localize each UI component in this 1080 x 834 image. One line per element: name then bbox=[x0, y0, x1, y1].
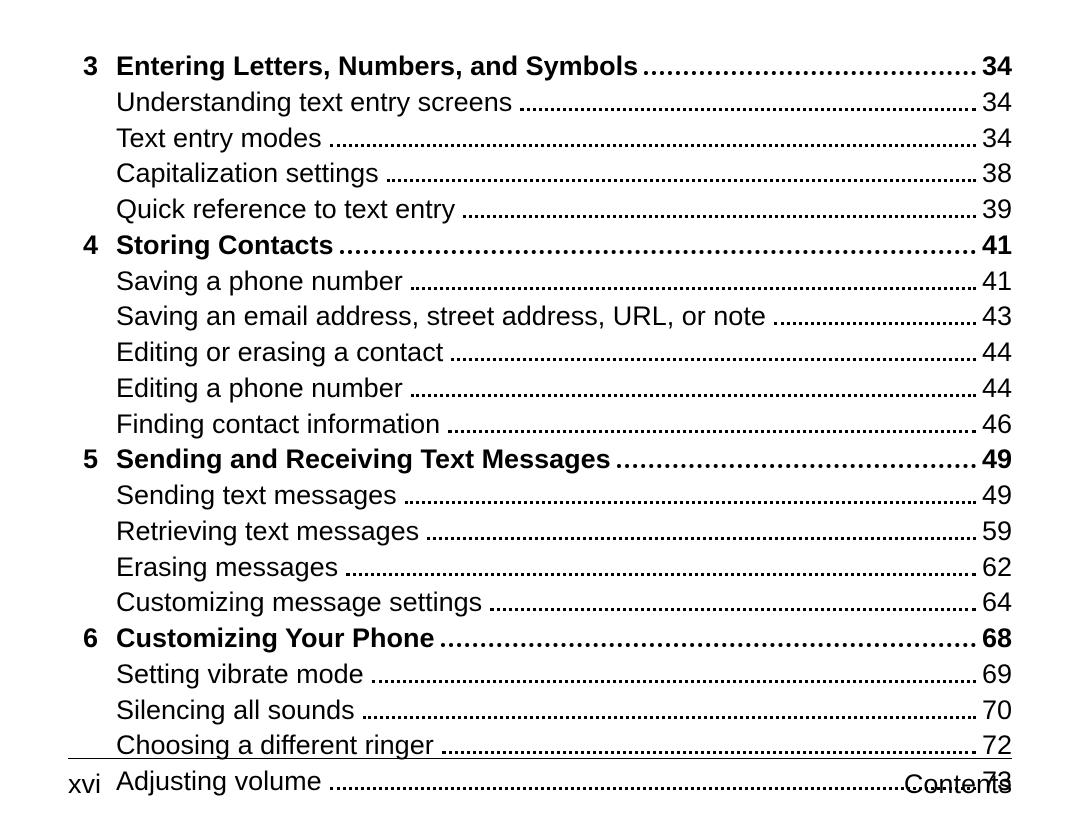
table-of-contents: 3Entering Letters, Numbers, and Symbols 3… bbox=[68, 50, 1012, 799]
page: 3Entering Letters, Numbers, and Symbols 3… bbox=[0, 0, 1080, 834]
sub-page: 44 bbox=[982, 372, 1012, 406]
chapter-page: 41 bbox=[982, 229, 1012, 263]
toc-subsection: Saving a phone number 41 bbox=[116, 265, 1012, 299]
dot-leader bbox=[340, 235, 976, 254]
sub-title: Silencing all sounds bbox=[116, 694, 355, 728]
sub-page: 38 bbox=[982, 157, 1012, 191]
sub-title: Text entry modes bbox=[116, 122, 322, 156]
dot-leader bbox=[411, 271, 976, 290]
sub-title: Editing or erasing a contact bbox=[116, 336, 443, 370]
sub-page: 46 bbox=[982, 408, 1012, 442]
chapter-number: 3 bbox=[68, 50, 116, 84]
toc-subsection: Erasing messages 62 bbox=[116, 551, 1012, 585]
chapter-title: Entering Letters, Numbers, and Symbols bbox=[116, 50, 638, 84]
sub-title: Setting vibrate mode bbox=[116, 658, 364, 692]
toc-subsection: Customizing message settings 64 bbox=[116, 586, 1012, 620]
sub-title: Sending text messages bbox=[116, 479, 397, 513]
sub-title: Saving an email address, street address,… bbox=[116, 300, 766, 334]
sub-title: Quick reference to text entry bbox=[116, 193, 455, 227]
toc-subsection: Text entry modes 34 bbox=[116, 122, 1012, 156]
toc-chapter: 4Storing Contacts 41 bbox=[68, 229, 1012, 263]
toc-subsection: Understanding text entry screens 34 bbox=[116, 86, 1012, 120]
toc-subsection: Finding contact information 46 bbox=[116, 408, 1012, 442]
page-footer: xvi Contents bbox=[68, 758, 1012, 800]
dot-leader bbox=[451, 342, 976, 361]
sub-title: Retrieving text messages bbox=[116, 515, 419, 549]
toc-subsection: Capitalization settings 38 bbox=[116, 157, 1012, 191]
sub-page: 39 bbox=[982, 193, 1012, 227]
sub-page: 34 bbox=[982, 86, 1012, 120]
toc-subsection: Editing or erasing a contact 44 bbox=[116, 336, 1012, 370]
dot-leader bbox=[330, 128, 976, 147]
sub-title: Erasing messages bbox=[116, 551, 338, 585]
chapter-number: 6 bbox=[68, 622, 116, 656]
toc-chapter: 6Customizing Your Phone 68 bbox=[68, 622, 1012, 656]
dot-leader bbox=[463, 199, 976, 218]
toc-subsection: Saving an email address, street address,… bbox=[116, 300, 1012, 334]
chapter-line: Sending and Receiving Text Messages 49 bbox=[116, 443, 1012, 477]
sub-title: Saving a phone number bbox=[116, 265, 403, 299]
chapter-page: 68 bbox=[982, 622, 1012, 656]
dot-leader bbox=[490, 592, 976, 611]
dot-leader bbox=[427, 521, 976, 540]
chapter-line: Entering Letters, Numbers, and Symbols 34 bbox=[116, 50, 1012, 84]
chapter-page: 49 bbox=[982, 443, 1012, 477]
sub-page: 44 bbox=[982, 336, 1012, 370]
sub-page: 64 bbox=[982, 586, 1012, 620]
sub-title: Finding contact information bbox=[116, 408, 440, 442]
sub-page: 43 bbox=[982, 300, 1012, 334]
sub-page: 34 bbox=[982, 122, 1012, 156]
toc-subsection: Retrieving text messages 59 bbox=[116, 515, 1012, 549]
chapter-line: Customizing Your Phone 68 bbox=[116, 622, 1012, 656]
dot-leader bbox=[442, 735, 976, 754]
chapter-page: 34 bbox=[982, 50, 1012, 84]
sub-page: 62 bbox=[982, 551, 1012, 585]
sub-page: 70 bbox=[982, 694, 1012, 728]
footer-section-label: Contents bbox=[904, 769, 1012, 800]
sub-page: 69 bbox=[982, 658, 1012, 692]
page-number-roman: xvi bbox=[68, 769, 101, 800]
dot-leader bbox=[520, 92, 976, 111]
sub-title: Customizing message settings bbox=[116, 586, 482, 620]
toc-subsection: Setting vibrate mode 69 bbox=[116, 658, 1012, 692]
dot-leader bbox=[372, 664, 976, 683]
dot-leader bbox=[387, 163, 976, 182]
dot-leader bbox=[363, 700, 976, 719]
sub-title: Capitalization settings bbox=[116, 157, 379, 191]
toc-subsection: Quick reference to text entry 39 bbox=[116, 193, 1012, 227]
chapter-title: Storing Contacts bbox=[116, 229, 334, 263]
dot-leader bbox=[774, 306, 976, 325]
dot-leader bbox=[617, 449, 976, 468]
sub-page: 41 bbox=[982, 265, 1012, 299]
sub-title: Editing a phone number bbox=[116, 372, 403, 406]
toc-chapter: 3Entering Letters, Numbers, and Symbols 3… bbox=[68, 50, 1012, 84]
chapter-title: Customizing Your Phone bbox=[116, 622, 435, 656]
dot-leader bbox=[441, 628, 976, 647]
chapter-number: 4 bbox=[68, 229, 116, 263]
chapter-title: Sending and Receiving Text Messages bbox=[116, 443, 611, 477]
dot-leader bbox=[644, 56, 976, 75]
dot-leader bbox=[346, 557, 976, 576]
sub-page: 59 bbox=[982, 515, 1012, 549]
toc-subsection: Sending text messages 49 bbox=[116, 479, 1012, 513]
chapter-line: Storing Contacts 41 bbox=[116, 229, 1012, 263]
dot-leader bbox=[405, 485, 976, 504]
sub-page: 49 bbox=[982, 479, 1012, 513]
toc-chapter: 5Sending and Receiving Text Messages 49 bbox=[68, 443, 1012, 477]
toc-subsection: Editing a phone number 44 bbox=[116, 372, 1012, 406]
sub-title: Understanding text entry screens bbox=[116, 86, 512, 120]
dot-leader bbox=[448, 414, 976, 433]
chapter-number: 5 bbox=[68, 443, 116, 477]
dot-leader bbox=[411, 378, 976, 397]
toc-subsection: Silencing all sounds 70 bbox=[116, 694, 1012, 728]
